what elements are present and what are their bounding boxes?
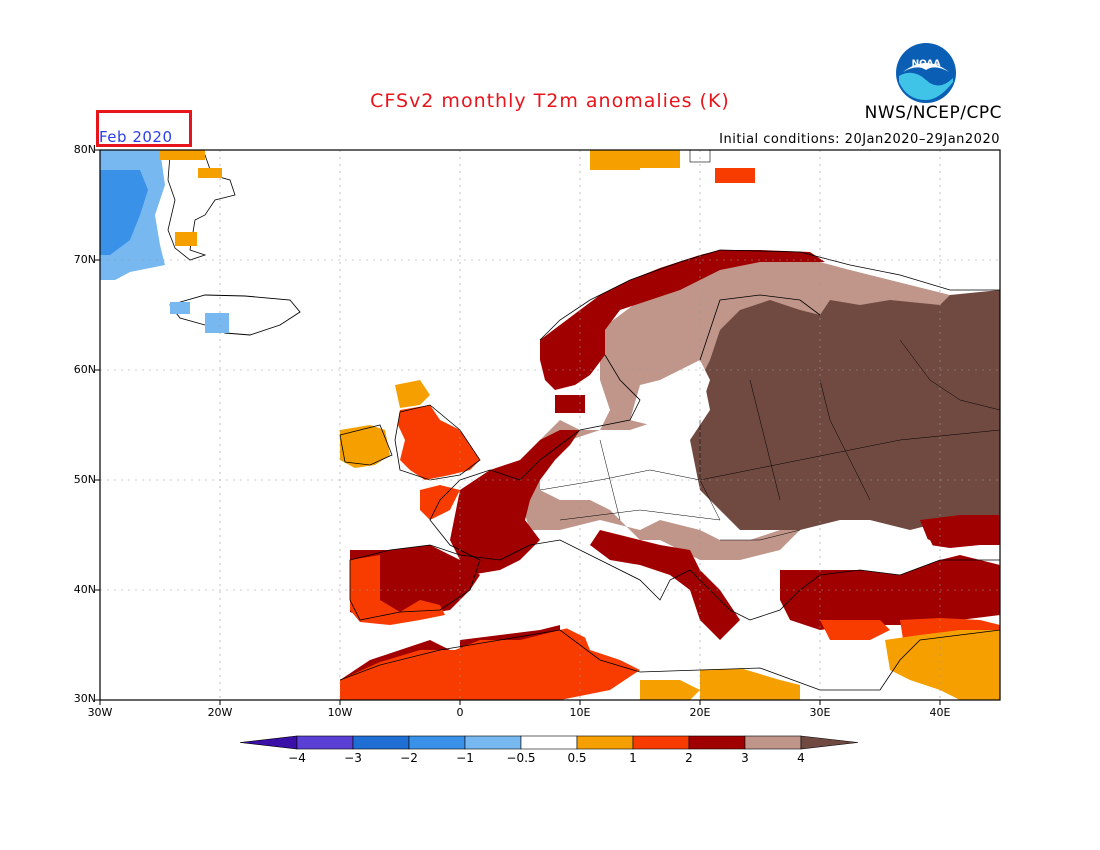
colorbar-label: 1 (629, 751, 637, 765)
colorbar-segment (632, 735, 690, 750)
svalbard-region (590, 149, 755, 183)
lon-label: 20E (689, 706, 711, 719)
colorbar-label: −2 (400, 751, 418, 765)
lon-label: 20W (207, 706, 233, 719)
noaa-logo: NOAA (896, 43, 956, 103)
colorbar-segment (296, 735, 354, 750)
colorbar-segment (408, 735, 466, 750)
central-europe-light (520, 258, 950, 560)
eastern-europe-dark (690, 280, 1000, 530)
colorbar-label: −4 (288, 751, 306, 765)
lat-label: 70N (73, 253, 96, 266)
colorbar-label: −0.5 (506, 751, 536, 765)
gridlines (100, 150, 1000, 700)
agency-label: NWS/NCEP/CPC (864, 103, 1002, 123)
colorbar-segment (576, 735, 634, 750)
month-label: Feb 2020 (99, 128, 173, 146)
colorbar-segment (688, 735, 746, 750)
lat-label: 50N (73, 473, 96, 486)
iceland-region (169, 294, 301, 336)
lon-label: 0 (456, 706, 464, 719)
lon-label: 10E (569, 706, 591, 719)
lat-label: 60N (73, 363, 96, 376)
colorbar-segment (464, 735, 522, 750)
colorbar-segment (520, 735, 578, 750)
orange-regions (340, 380, 1000, 700)
colorbar-label: 4 (797, 751, 805, 765)
lon-label: 40E (929, 706, 951, 719)
colorbar-label: 0.5 (567, 751, 587, 765)
colorbar-label: 2 (685, 751, 693, 765)
sea-white (470, 360, 940, 690)
noaa-logo-text: NOAA (912, 59, 941, 69)
colorbar-arrow-high (800, 735, 859, 750)
lon-label: 30W (87, 706, 113, 719)
colorbar-arrow-low (239, 735, 298, 750)
colorbar-segment (352, 735, 410, 750)
lat-label: 30N (73, 692, 96, 705)
month-highlight-box (96, 110, 192, 147)
lat-label: 80N (73, 143, 96, 156)
lon-label: 10W (327, 706, 353, 719)
colorbar-label: −1 (456, 751, 474, 765)
lon-label: 30E (809, 706, 831, 719)
colorbar-label: 3 (741, 751, 749, 765)
colorbar-segment (744, 735, 802, 750)
greenland-region (100, 150, 236, 280)
colorbar (239, 735, 859, 750)
initial-conditions-label: Initial conditions: 20Jan2020–29Jan2020 (719, 132, 1000, 147)
colorbar-label: −3 (344, 751, 362, 765)
dark-red-regions (340, 250, 1000, 700)
lat-label: 40N (73, 583, 96, 596)
chart-title: CFSv2 monthly T2m anomalies (K) (370, 90, 730, 112)
